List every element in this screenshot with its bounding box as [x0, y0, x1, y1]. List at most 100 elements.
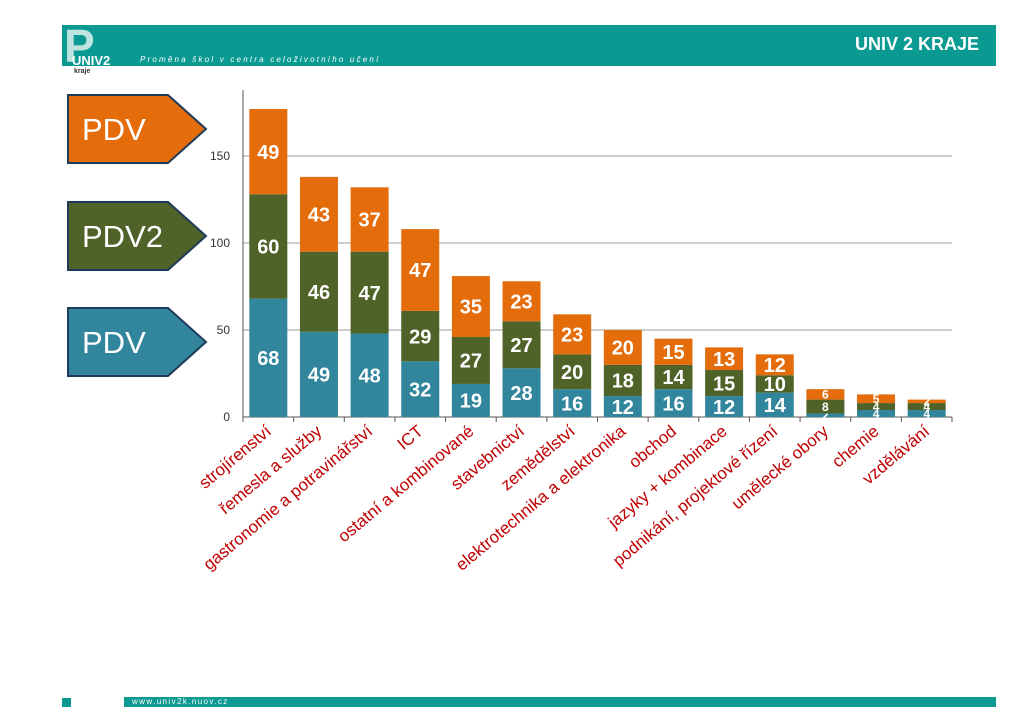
legend-arrow — [67, 94, 208, 164]
bar-segment — [249, 194, 288, 299]
data-label: 29 — [409, 326, 431, 348]
bar-segment — [857, 394, 896, 404]
y-tick-label: 50 — [217, 323, 231, 337]
bar-segment — [603, 396, 642, 417]
bar-segment — [806, 413, 845, 417]
legend-label: PDV — [82, 112, 146, 147]
univ2-logo: P UNIV2 kraje — [62, 20, 130, 76]
bar-segment — [654, 389, 693, 417]
data-label: 8 — [822, 400, 829, 414]
bar-segment — [857, 410, 896, 417]
data-label: 48 — [358, 365, 380, 387]
footer-square — [62, 698, 71, 707]
data-label: 43 — [308, 204, 330, 226]
legend-label: PDV2 — [82, 219, 163, 254]
bar-segment — [350, 251, 389, 334]
data-label: 37 — [358, 210, 380, 232]
data-label: 15 — [662, 342, 684, 364]
data-label: 28 — [510, 383, 532, 405]
bar-segment — [299, 331, 338, 417]
bar-segment — [603, 330, 642, 365]
y-tick-label: 0 — [223, 410, 230, 424]
data-label: 47 — [409, 260, 431, 282]
y-tick-label: 150 — [210, 149, 230, 163]
category-label: ICT — [394, 422, 427, 454]
data-label: 23 — [510, 291, 532, 313]
data-label: 16 — [561, 393, 583, 415]
data-label: 5 — [873, 392, 880, 406]
logo-subtext: kraje — [74, 68, 91, 75]
data-label: 14 — [662, 367, 685, 389]
header-bar — [62, 25, 996, 66]
logo-p-mark: P — [64, 20, 95, 72]
logo-text: UNIV2 — [72, 53, 111, 68]
data-label: 6 — [822, 388, 829, 402]
data-label: 16 — [662, 393, 684, 415]
data-label: 35 — [460, 297, 482, 319]
footer-bar — [124, 697, 996, 707]
legend-arrow — [67, 201, 208, 271]
bar-segment — [806, 399, 845, 414]
bar-segment — [350, 187, 389, 252]
data-label: 10 — [764, 374, 786, 396]
bar-segment — [249, 298, 288, 417]
bar-segment — [907, 403, 946, 411]
bar-segment — [907, 399, 946, 404]
footer-url: www.univ2k.nuov.cz — [132, 697, 229, 706]
bar-segment — [502, 321, 541, 369]
data-label: 46 — [308, 282, 330, 304]
y-tick-label: 100 — [210, 236, 230, 250]
data-label: 4 — [873, 407, 880, 421]
bar-segment — [654, 364, 693, 390]
data-label: 68 — [257, 348, 279, 370]
bar-segment — [806, 389, 845, 400]
bar-segment — [553, 354, 592, 390]
bar-segment — [654, 338, 693, 365]
data-label: 12 — [713, 397, 735, 419]
bar-segment — [857, 403, 896, 411]
data-label: 2 — [923, 395, 930, 409]
bar-segment — [451, 383, 490, 417]
header-title: UNIV 2 KRAJE — [854, 34, 979, 54]
legend-arrow — [67, 307, 208, 377]
bar-segment — [755, 392, 794, 417]
data-label: 4 — [873, 400, 880, 414]
header-subtitle: Proměna škol v centra celoživotního učen… — [140, 55, 381, 64]
data-label: 13 — [713, 349, 735, 371]
bar-segment — [451, 276, 490, 337]
bar-segment — [502, 281, 541, 322]
data-label: 20 — [561, 362, 583, 384]
bar-segment — [401, 229, 440, 311]
bar-segment — [907, 410, 946, 417]
legend-label: PDV — [82, 325, 146, 360]
data-label: 27 — [460, 351, 482, 373]
data-label: 49 — [308, 365, 330, 387]
bar-segment — [401, 361, 440, 417]
data-label: 47 — [358, 283, 380, 305]
bar-segment — [755, 354, 794, 376]
data-label: 14 — [764, 395, 787, 417]
data-label: 19 — [460, 391, 482, 413]
data-label: 15 — [713, 373, 735, 395]
bar-segment — [401, 310, 440, 362]
bar-segment — [603, 364, 642, 397]
bar-segment — [705, 347, 744, 371]
data-label: 12 — [612, 397, 634, 419]
bar-segment — [755, 375, 794, 393]
data-label: 23 — [561, 325, 583, 347]
data-label: 49 — [257, 142, 279, 164]
data-label: 20 — [612, 338, 634, 360]
data-label: 18 — [612, 371, 634, 393]
data-label: 2 — [822, 409, 829, 423]
bar-segment — [451, 336, 490, 384]
data-label: 4 — [923, 407, 930, 421]
data-label: 27 — [510, 335, 532, 357]
bar-segment — [299, 176, 338, 252]
bar-segment — [553, 314, 592, 355]
bar-segment — [350, 333, 389, 417]
bar-segment — [249, 109, 288, 195]
bar-segment — [705, 370, 744, 397]
bar-segment — [553, 389, 592, 417]
bar-segment — [299, 251, 338, 332]
